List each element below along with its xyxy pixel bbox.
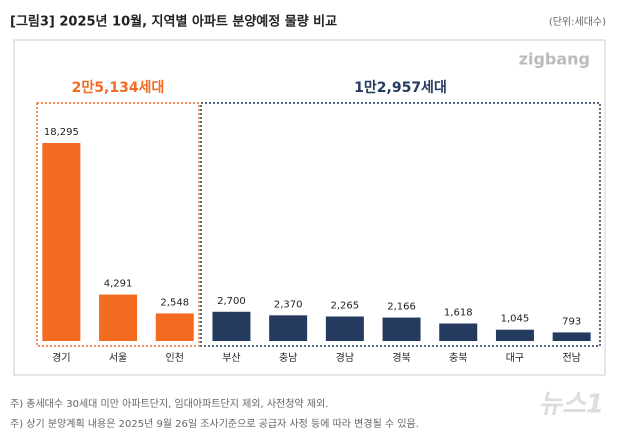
value-label: 2,265 (331, 300, 360, 311)
footnote: 주) 총세대수 30세대 미만 아파트단지, 임대아파트단지 제외, 사전청약 … (10, 397, 328, 410)
group-box (36, 102, 200, 347)
value-label: 1,618 (444, 307, 473, 318)
value-label: 2,700 (217, 296, 246, 307)
logo: zigbang (519, 50, 590, 69)
value-label: 2,548 (160, 297, 189, 308)
bar (42, 143, 81, 341)
value-label: 4,291 (104, 279, 133, 290)
x-tick-label: 인천 (166, 352, 184, 364)
x-tick-label: 경북 (392, 351, 410, 364)
value-label: 1,045 (501, 314, 530, 325)
x-tick-label: 충남 (279, 352, 297, 364)
bar (495, 329, 534, 341)
bar (382, 317, 421, 341)
watermark: 뉴스1 (538, 390, 604, 420)
group-label: 1만2,957세대 (354, 80, 447, 96)
x-tick-label: 대구 (506, 352, 524, 364)
unit-label: (단위:세대수) (549, 15, 606, 28)
bar (155, 313, 194, 341)
chart-frame (13, 39, 606, 376)
group-box (200, 102, 601, 347)
bar (269, 315, 308, 341)
bar (99, 294, 138, 341)
value-label: 2,370 (274, 299, 303, 310)
x-tick-label: 서울 (109, 352, 127, 364)
x-tick-label: 전남 (562, 352, 580, 364)
bar (439, 323, 478, 341)
chart-title: [그림3] 2025년 10월, 지역별 아파트 분양예정 물량 비교 (10, 14, 337, 30)
bar (325, 316, 364, 341)
value-label: 18,295 (44, 127, 79, 138)
bar (552, 332, 591, 341)
group-label: 2만5,134세대 (72, 80, 165, 96)
value-label: 793 (562, 316, 581, 327)
x-tick-label: 경기 (52, 351, 70, 364)
x-tick-label: 경남 (336, 351, 354, 364)
footnote: 주) 상기 분양계획 내용은 2025년 9월 26일 조사기준으로 공급자 사… (10, 417, 419, 430)
bar (212, 311, 251, 341)
x-tick-label: 충북 (449, 352, 467, 364)
x-tick-label: 부산 (222, 352, 240, 364)
value-label: 2,166 (387, 302, 416, 313)
